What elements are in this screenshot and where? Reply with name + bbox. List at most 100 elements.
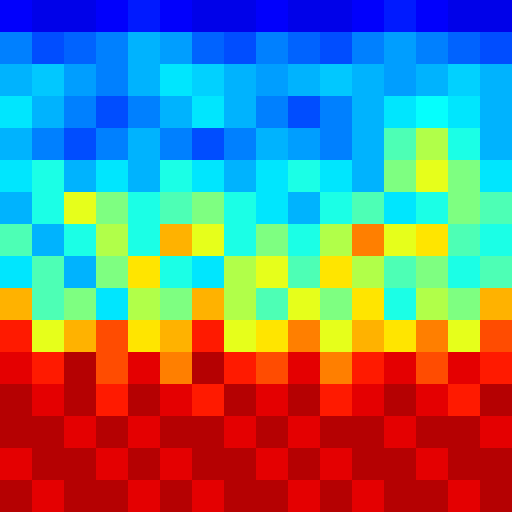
heatmap-cell	[320, 160, 353, 193]
heatmap-cell	[352, 256, 385, 289]
heatmap-cell	[32, 384, 65, 417]
heatmap-cell	[352, 128, 385, 161]
heatmap-cell	[256, 448, 289, 481]
heatmap-cell	[288, 224, 321, 257]
heatmap-cell	[192, 448, 225, 481]
heatmap-cell	[96, 96, 129, 129]
heatmap-cell	[320, 96, 353, 129]
heatmap-cell	[352, 288, 385, 321]
heatmap-cell	[416, 32, 449, 65]
heatmap-cell	[256, 320, 289, 353]
heatmap-cell	[384, 288, 417, 321]
heatmap-cell	[96, 224, 129, 257]
heatmap-cell	[192, 384, 225, 417]
heatmap-cell	[0, 96, 33, 129]
heatmap-cell	[384, 320, 417, 353]
heatmap-cell	[128, 128, 161, 161]
heatmap-cell	[192, 352, 225, 385]
heatmap-cell	[352, 192, 385, 225]
heatmap-cell	[128, 0, 161, 33]
heatmap-cell	[480, 320, 512, 353]
heatmap-cell	[160, 32, 193, 65]
heatmap-cell	[224, 416, 257, 449]
heatmap-cell	[224, 448, 257, 481]
heatmap-cell	[160, 480, 193, 512]
heatmap-cell	[352, 384, 385, 417]
heatmap-cell	[128, 448, 161, 481]
heatmap-cell	[32, 448, 65, 481]
heatmap-cell	[160, 96, 193, 129]
heatmap-cell	[96, 384, 129, 417]
heatmap-cell	[448, 0, 481, 33]
heatmap-cell	[352, 416, 385, 449]
heatmap-cell	[160, 288, 193, 321]
heatmap-cell	[128, 480, 161, 512]
heatmap-cell	[480, 224, 512, 257]
heatmap-cell	[288, 0, 321, 33]
heatmap-cell	[352, 320, 385, 353]
heatmap-cell	[448, 416, 481, 449]
heatmap-cell	[320, 128, 353, 161]
heatmap-cell	[160, 384, 193, 417]
heatmap-cell	[416, 160, 449, 193]
heatmap-cell	[96, 192, 129, 225]
heatmap-cell	[384, 96, 417, 129]
heatmap-cell	[256, 352, 289, 385]
heatmap-cell	[320, 320, 353, 353]
heatmap-cell	[448, 160, 481, 193]
heatmap-cell	[288, 32, 321, 65]
heatmap-cell	[256, 96, 289, 129]
heatmap-cell	[64, 128, 97, 161]
heatmap-cell	[256, 480, 289, 512]
heatmap-cell	[288, 416, 321, 449]
heatmap-cell	[224, 480, 257, 512]
heatmap-cell	[160, 224, 193, 257]
heatmap-cell	[128, 288, 161, 321]
heatmap-cell	[448, 320, 481, 353]
heatmap-cell	[32, 128, 65, 161]
heatmap-cell	[64, 384, 97, 417]
heatmap-cell	[256, 128, 289, 161]
heatmap-cell	[320, 416, 353, 449]
heatmap-cell	[320, 288, 353, 321]
heatmap-cell	[160, 256, 193, 289]
heatmap-cells	[0, 0, 512, 512]
heatmap-cell	[480, 256, 512, 289]
heatmap-cell	[128, 352, 161, 385]
heatmap-cell	[64, 416, 97, 449]
heatmap-cell	[224, 128, 257, 161]
heatmap-cell	[64, 288, 97, 321]
heatmap-cell	[448, 128, 481, 161]
heatmap-cell	[352, 96, 385, 129]
heatmap-cell	[384, 256, 417, 289]
heatmap-cell	[32, 256, 65, 289]
heatmap-cell	[384, 128, 417, 161]
heatmap-cell	[320, 352, 353, 385]
heatmap-cell	[160, 192, 193, 225]
heatmap-cell	[320, 448, 353, 481]
heatmap-cell	[416, 448, 449, 481]
heatmap-cell	[96, 32, 129, 65]
heatmap-cell	[192, 256, 225, 289]
heatmap-cell	[416, 320, 449, 353]
heatmap-cell	[224, 96, 257, 129]
heatmap-cell	[64, 320, 97, 353]
heatmap-cell	[0, 352, 33, 385]
heatmap-cell	[0, 256, 33, 289]
heatmap-cell	[32, 96, 65, 129]
heatmap-cell	[160, 64, 193, 97]
heatmap-cell	[224, 0, 257, 33]
heatmap-cell	[96, 0, 129, 33]
heatmap-cell	[320, 256, 353, 289]
heatmap-cell	[96, 64, 129, 97]
heatmap-cell	[160, 352, 193, 385]
heatmap-cell	[0, 32, 33, 65]
heatmap-cell	[192, 224, 225, 257]
heatmap-cell	[32, 0, 65, 33]
heatmap-cell	[32, 320, 65, 353]
heatmap-cell	[480, 448, 512, 481]
heatmap-cell	[352, 224, 385, 257]
heatmap-cell	[352, 0, 385, 33]
heatmap-cell	[192, 288, 225, 321]
heatmap-cell	[288, 480, 321, 512]
